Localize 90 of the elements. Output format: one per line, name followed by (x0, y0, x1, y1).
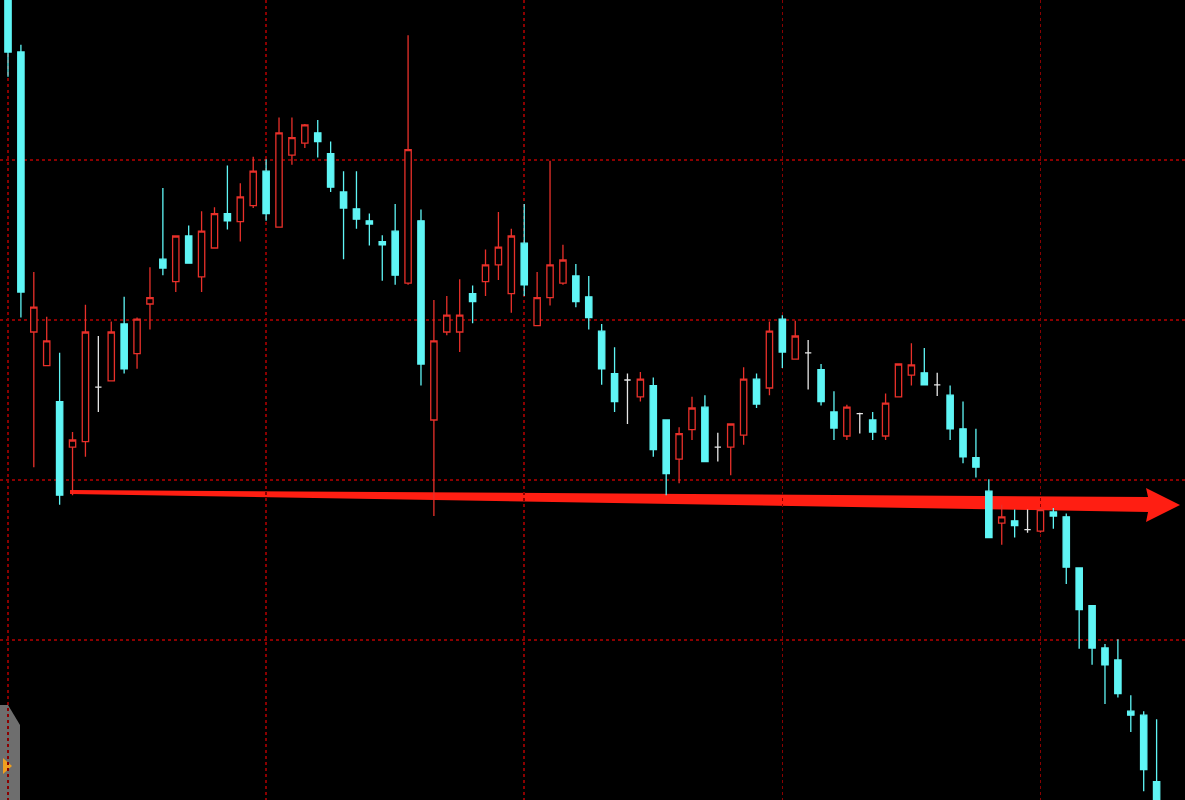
candlestick (1075, 566, 1083, 650)
candlestick (623, 372, 632, 425)
candlestick (262, 158, 270, 222)
candlestick (985, 478, 993, 539)
candlestick (94, 335, 103, 413)
candlestick (352, 170, 361, 230)
candlestick (804, 339, 812, 391)
candlestick (417, 208, 425, 387)
candlestick (546, 160, 554, 307)
candlestick (481, 248, 490, 297)
candlestick (236, 182, 245, 243)
candlestick (430, 299, 438, 517)
candlestick (30, 271, 38, 468)
candlestick (1126, 694, 1135, 733)
candlestick (997, 504, 1006, 546)
candlestick (1023, 508, 1032, 534)
candlestick (4, 0, 12, 78)
candlestick (468, 284, 477, 324)
candlestick (184, 224, 193, 264)
candlestick (1114, 638, 1122, 699)
candlestick (133, 316, 141, 370)
candlestick (404, 34, 412, 286)
candlestick (1139, 710, 1148, 792)
candlestick (68, 431, 77, 496)
candlestick (1062, 512, 1071, 585)
candlestick (313, 119, 322, 159)
candlestick (197, 210, 206, 293)
candlestick (120, 296, 128, 375)
candlestick (326, 140, 335, 193)
candlestick (1088, 604, 1096, 666)
candlestick (559, 244, 567, 286)
candlestick (920, 347, 929, 386)
candlestick (455, 278, 464, 353)
candlestick (765, 320, 774, 396)
candlestick (442, 295, 451, 336)
candlestick (533, 271, 541, 327)
candlestick (301, 123, 309, 149)
candlestick (1049, 507, 1058, 530)
candlestick (907, 342, 916, 387)
candlestick (817, 363, 825, 407)
candlestick (894, 363, 903, 398)
candlestick (210, 206, 219, 249)
candlestick (107, 320, 116, 382)
candlestick (81, 304, 90, 458)
candlestick (159, 187, 167, 276)
candlestick (752, 372, 761, 409)
candlestick (714, 432, 722, 463)
candlestick (507, 228, 516, 314)
candlestick (843, 404, 851, 441)
candlestick (726, 423, 735, 476)
candlestick (662, 418, 670, 496)
candlestick (520, 203, 529, 297)
candlestick (1036, 508, 1045, 534)
candlestick (881, 392, 890, 441)
candlestick (572, 263, 580, 308)
candlestick (855, 412, 864, 435)
candlestick (288, 116, 296, 166)
candlestick (610, 346, 619, 413)
candlestick (959, 400, 967, 464)
candlestick (584, 275, 593, 331)
candlestick (339, 170, 348, 260)
candlestick (146, 266, 154, 331)
candlestick (868, 411, 877, 441)
candlestick (55, 352, 64, 506)
candlestick (42, 316, 51, 367)
candlestick (171, 234, 180, 293)
candlestick (739, 366, 748, 446)
candlestick (494, 211, 503, 281)
candlestick (1101, 643, 1109, 705)
candlestick (17, 44, 25, 319)
candlestick (275, 116, 283, 228)
candlestick (1152, 718, 1161, 800)
candlestick (701, 394, 709, 463)
candlestick (933, 372, 942, 397)
candlestick (972, 428, 980, 479)
candlestick (391, 203, 399, 286)
candlestick (378, 234, 387, 282)
candlestick (636, 371, 645, 403)
candlestick (830, 390, 838, 441)
candlestick (249, 156, 258, 209)
candlestick (946, 384, 954, 441)
candlestick (1010, 508, 1019, 539)
candlestick (223, 164, 232, 231)
candlestick (675, 426, 683, 484)
candlestick (649, 376, 658, 458)
candlestick (791, 320, 800, 360)
candlestick (688, 396, 696, 441)
candlestick (365, 212, 374, 247)
candlestick (597, 323, 606, 386)
candlestick (778, 314, 787, 369)
